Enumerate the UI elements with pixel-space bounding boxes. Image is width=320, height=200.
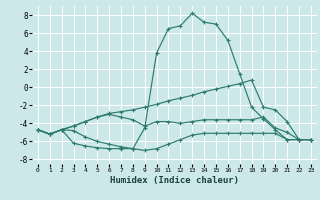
- X-axis label: Humidex (Indice chaleur): Humidex (Indice chaleur): [110, 176, 239, 185]
